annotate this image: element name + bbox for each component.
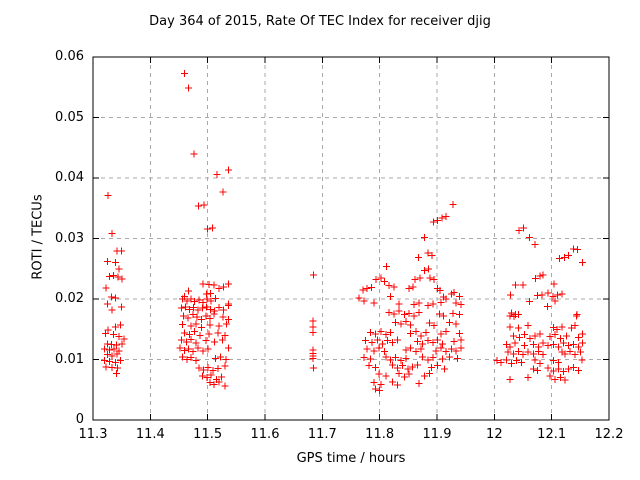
x-axis-label: GPS time / hours <box>296 451 406 466</box>
x-tick-label: 11.5 <box>193 427 223 442</box>
x-tick-label: 11.3 <box>78 427 108 442</box>
y-tick-label: 0.03 <box>55 230 84 246</box>
axis-ticks <box>92 56 610 421</box>
y-tick-label: 0.02 <box>55 291 84 306</box>
x-tick-label: 12.1 <box>537 427 567 442</box>
x-tick-label: 11.7 <box>307 427 337 442</box>
y-tick-label: 0.06 <box>55 49 84 64</box>
y-tick-label: 0.04 <box>55 170 84 185</box>
x-tick-label: 11.8 <box>365 427 395 442</box>
y-tick-label: 0.05 <box>55 109 84 125</box>
x-tick-label: 11.4 <box>135 427 165 442</box>
x-tick-label: 12 <box>486 427 503 442</box>
y-tick-label: 0.01 <box>55 351 84 367</box>
data-points <box>101 69 587 394</box>
x-tick-label: 11.9 <box>422 427 452 442</box>
gridlines <box>93 57 609 420</box>
y-tick-label: 0 <box>75 412 84 427</box>
chart-title: Day 364 of 2015, Rate Of TEC Index for r… <box>149 14 491 29</box>
x-tick-label: 11.6 <box>250 427 280 442</box>
x-tick-label: 12.2 <box>594 427 624 442</box>
